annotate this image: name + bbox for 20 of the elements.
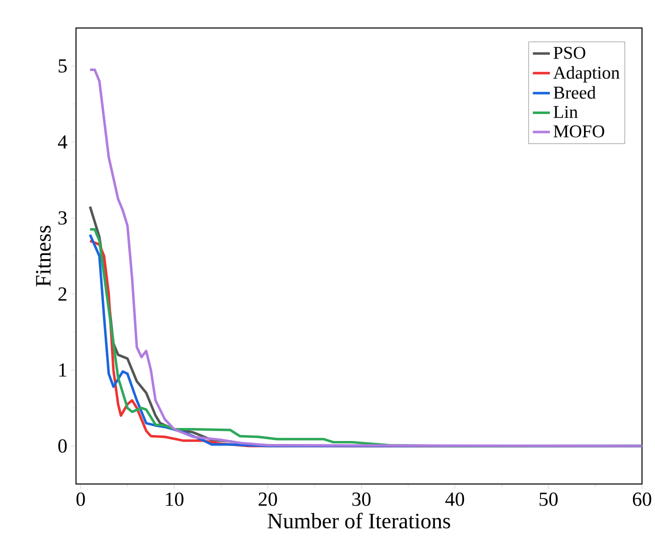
legend-label: MOFO: [554, 125, 604, 138]
legend-label: Adaption: [553, 66, 620, 82]
y-tick-label: 4: [58, 135, 68, 149]
y-tick-label: 5: [58, 59, 67, 73]
y-tick-label: 1: [59, 363, 66, 377]
legend-label: Lin: [554, 106, 578, 118]
x-tick-label: 60: [632, 492, 652, 506]
legend-label: PSO: [554, 46, 586, 59]
x-tick-label: 0: [76, 492, 85, 506]
x-tick-label: 10: [166, 492, 184, 506]
x-tick-label: 30: [352, 492, 371, 506]
x-tick-label: 50: [540, 492, 558, 506]
y-tick-label: 3: [58, 211, 67, 225]
y-tick-label: 2: [58, 287, 66, 301]
y-axis-title: Fitness: [36, 226, 51, 286]
x-tick-label: 20: [258, 492, 277, 506]
x-axis-title: Number of Iterations: [268, 512, 450, 528]
legend-label: Breed: [554, 86, 596, 99]
y-tick-label: 0: [58, 439, 67, 453]
x-tick-label: 40: [445, 492, 464, 506]
